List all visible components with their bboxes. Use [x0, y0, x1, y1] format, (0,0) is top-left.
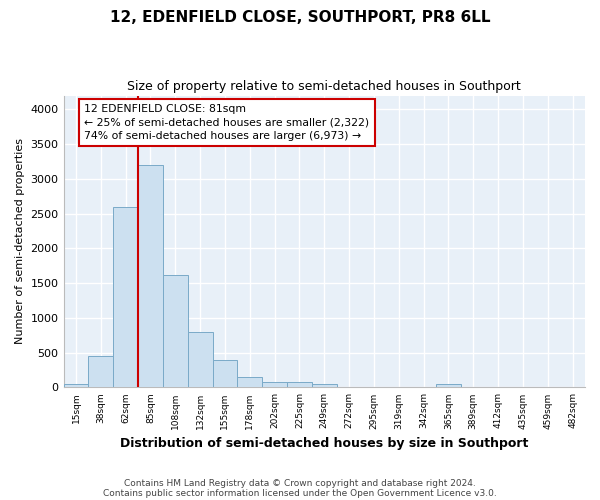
Bar [163, 275, 188, 388]
Bar [138, 165, 163, 388]
Bar [188, 332, 212, 388]
Title: Size of property relative to semi-detached houses in Southport: Size of property relative to semi-detach… [127, 80, 521, 93]
Text: Contains HM Land Registry data © Crown copyright and database right 2024.: Contains HM Land Registry data © Crown c… [124, 478, 476, 488]
Bar [312, 384, 337, 388]
Bar [212, 360, 238, 388]
Bar [88, 356, 113, 388]
X-axis label: Distribution of semi-detached houses by size in Southport: Distribution of semi-detached houses by … [120, 437, 529, 450]
Bar [238, 376, 262, 388]
Bar [436, 384, 461, 388]
Text: Contains public sector information licensed under the Open Government Licence v3: Contains public sector information licen… [103, 488, 497, 498]
Y-axis label: Number of semi-detached properties: Number of semi-detached properties [15, 138, 25, 344]
Bar [262, 382, 287, 388]
Bar [64, 384, 88, 388]
Bar [287, 382, 312, 388]
Text: 12 EDENFIELD CLOSE: 81sqm
← 25% of semi-detached houses are smaller (2,322)
74% : 12 EDENFIELD CLOSE: 81sqm ← 25% of semi-… [85, 104, 370, 141]
Text: 12, EDENFIELD CLOSE, SOUTHPORT, PR8 6LL: 12, EDENFIELD CLOSE, SOUTHPORT, PR8 6LL [110, 10, 490, 25]
Bar [113, 206, 138, 388]
